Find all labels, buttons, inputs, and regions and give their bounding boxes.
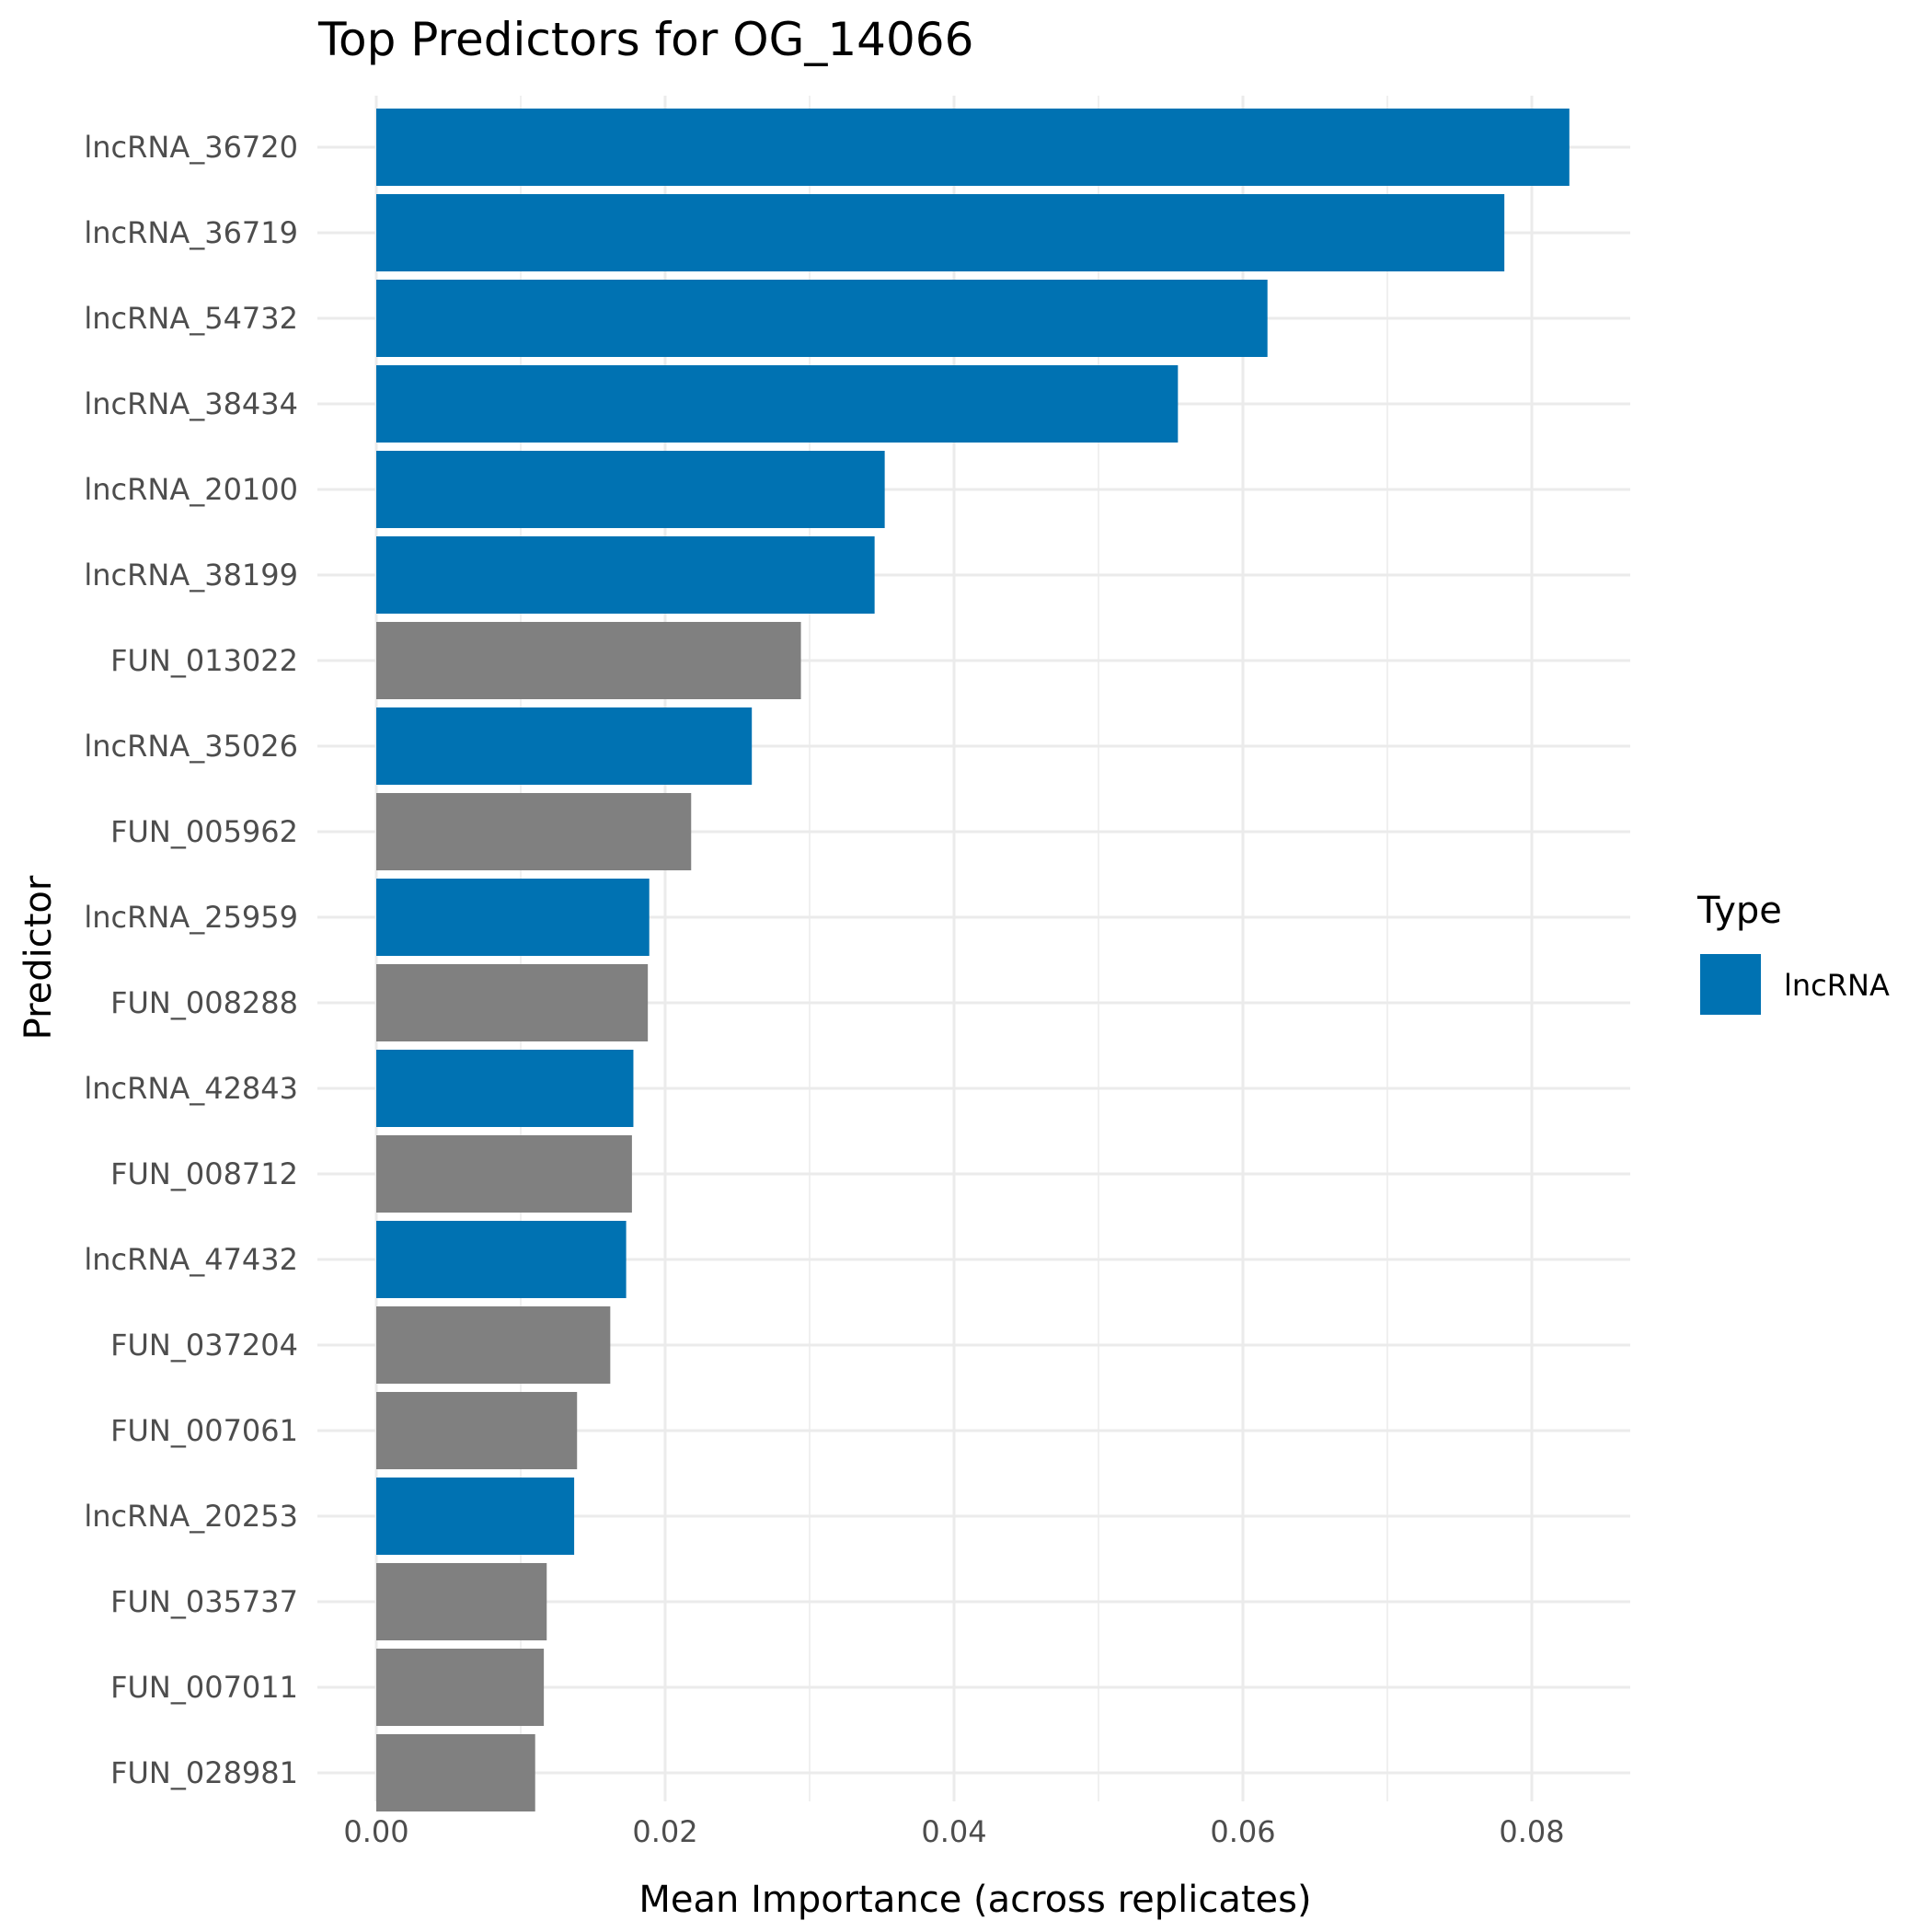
legend-title: Type	[1696, 890, 1782, 932]
legend-swatch-lncrna	[1700, 954, 1761, 1015]
y-tick-label: lncRNA_38199	[84, 558, 298, 592]
bar	[376, 1392, 578, 1469]
x-axis-title: Mean Importance (across replicates)	[638, 1879, 1311, 1921]
y-tick-label: FUN_035737	[110, 1584, 298, 1619]
bar	[376, 1649, 545, 1726]
y-tick-label: FUN_008712	[110, 1156, 298, 1191]
bar	[376, 280, 1268, 357]
legend-label-lncrna: lncRNA	[1784, 968, 1890, 1003]
bar	[376, 707, 753, 785]
bar	[376, 1050, 634, 1127]
y-tick-label: lncRNA_25959	[84, 900, 298, 935]
y-tick-label: FUN_005962	[110, 814, 298, 849]
x-axis-tick-labels: 0.00 0.02 0.04 0.06 0.08	[343, 1814, 1564, 1849]
y-tick-label: FUN_013022	[110, 643, 298, 678]
y-tick-label: FUN_008288	[110, 985, 298, 1020]
y-tick-label: FUN_037204	[110, 1328, 298, 1363]
legend: Type lncRNA	[1696, 890, 1890, 1015]
bar	[376, 1221, 627, 1298]
y-tick-label: lncRNA_47432	[84, 1242, 298, 1277]
y-tick-label: FUN_007011	[110, 1670, 298, 1705]
x-tick-label: 0.04	[921, 1814, 986, 1849]
y-tick-label: lncRNA_20100	[84, 472, 298, 507]
bar	[376, 1563, 547, 1640]
y-tick-label: FUN_007061	[110, 1413, 298, 1448]
bar	[376, 194, 1505, 271]
bar	[376, 622, 801, 699]
bar	[376, 1306, 611, 1384]
y-tick-label: lncRNA_35026	[84, 729, 298, 764]
y-tick-label: lncRNA_38434	[84, 386, 298, 421]
y-tick-label: FUN_028981	[110, 1755, 298, 1790]
bar	[376, 964, 649, 1041]
y-tick-label: lncRNA_54732	[84, 301, 298, 336]
x-tick-label: 0.00	[343, 1814, 408, 1849]
y-tick-label: lncRNA_20253	[84, 1499, 298, 1534]
x-tick-label: 0.06	[1210, 1814, 1275, 1849]
bar	[376, 536, 875, 614]
bar	[376, 109, 1570, 186]
y-tick-label: lncRNA_36720	[84, 130, 298, 165]
bar	[376, 1734, 535, 1811]
y-tick-label: lncRNA_42843	[84, 1071, 298, 1106]
y-axis-title: Predictor	[17, 875, 60, 1040]
bar	[376, 1135, 632, 1213]
chart-title: Top Predictors for OG_14066	[317, 13, 973, 66]
y-tick-label: lncRNA_36719	[84, 215, 298, 250]
x-tick-label: 0.02	[632, 1814, 697, 1849]
bar	[376, 879, 650, 956]
bar	[376, 365, 1179, 443]
x-tick-label: 0.08	[1499, 1814, 1564, 1849]
bar	[376, 793, 692, 870]
bar	[376, 451, 885, 528]
bar	[376, 1478, 575, 1555]
bars	[376, 109, 1570, 1811]
y-axis-tick-labels: lncRNA_36720 lncRNA_36719 lncRNA_54732 lncR…	[84, 130, 298, 1790]
